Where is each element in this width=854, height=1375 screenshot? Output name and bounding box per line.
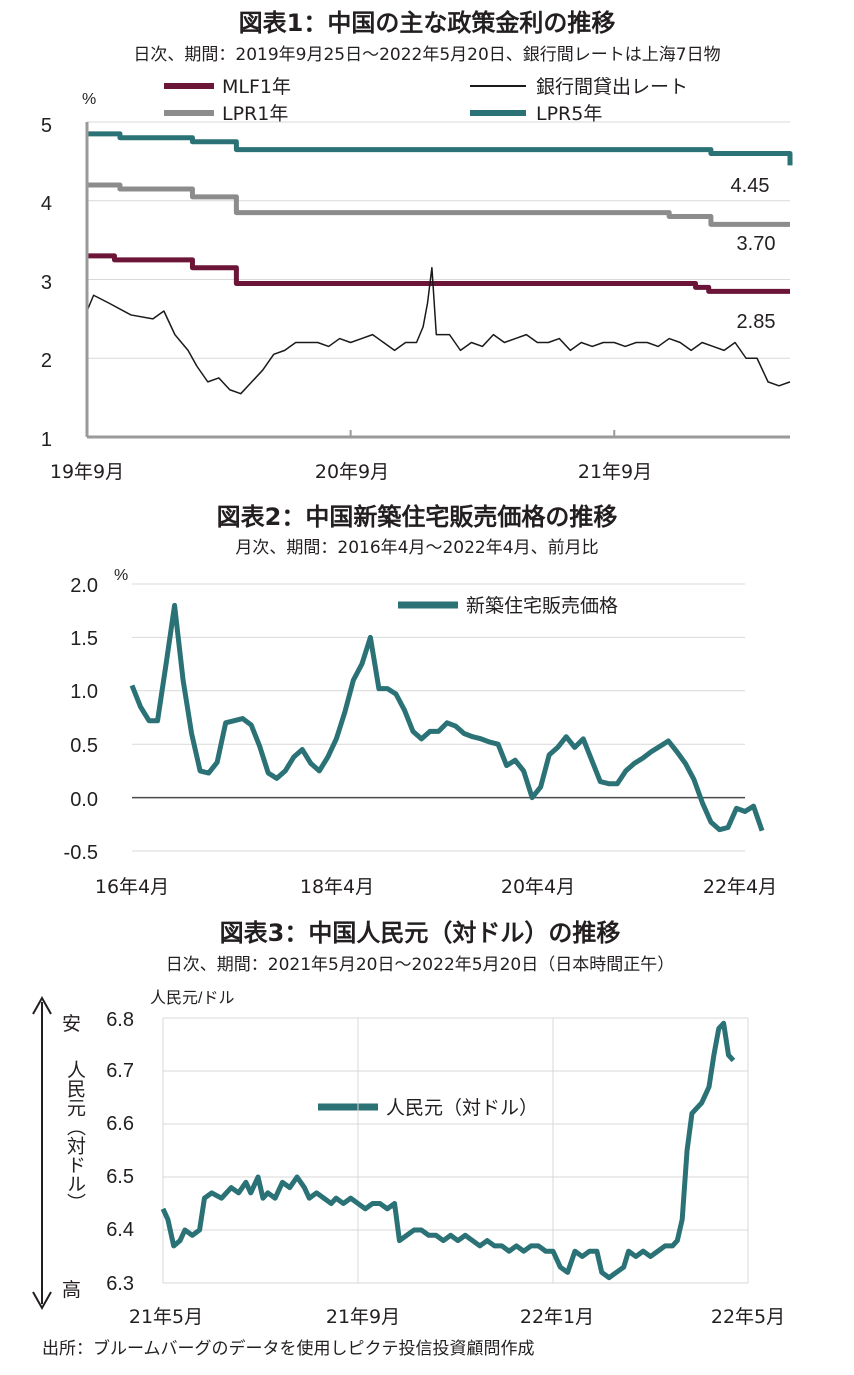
chart2-ytick: -0.5 — [64, 842, 98, 864]
chart3-y-unit: 人民元/ドル — [150, 989, 234, 1007]
chart1-legend-lpr1: LPR1年 — [222, 103, 288, 125]
chart1-title: 図表1：中国の主な政策金利の推移 — [239, 9, 616, 37]
chart1-ytick: 4 — [41, 193, 52, 215]
chart2-title: 図表2：中国新築住宅販売価格の推移 — [217, 503, 618, 531]
chart3-side-arrow-up — [32, 995, 52, 1015]
chart1-ytick: 2 — [41, 350, 52, 372]
chart2-xtick: 18年4月 — [300, 876, 374, 898]
chart1-line-lpr5 — [87, 131, 793, 166]
chart1-legend-interbank: 銀行間貸出レート — [536, 76, 688, 98]
chart3-ytick: 6.5 — [106, 1166, 134, 1188]
chart3-legend: 人民元（対ドル） — [386, 1097, 538, 1119]
chart3-side-top: 安 — [62, 1013, 81, 1035]
chart2-ytick: 1.5 — [70, 628, 98, 650]
source-note: 出所：ブルームバーグのデータを使用しピクテ投信投資顧問作成 — [42, 1338, 535, 1359]
chart1-line-interbank — [86, 266, 791, 395]
chart1-xtick: 21年9月 — [578, 461, 652, 483]
chart1-y-unit: % — [82, 91, 96, 108]
chart3-ytick: 6.8 — [106, 1009, 134, 1031]
chart3-xtick: 22年5月 — [711, 1306, 785, 1328]
chart2-line — [129, 602, 765, 833]
chart2-ytick: 1.0 — [70, 681, 98, 703]
chart1-xtick: 20年9月 — [315, 461, 389, 483]
chart3-title: 図表3：中国人民元（対ドル）の推移 — [220, 919, 621, 947]
chart1-annotation-mlf: 2.85 — [737, 311, 776, 333]
chart3-xtick: 21年5月 — [129, 1306, 203, 1328]
chart2-legend: 新築住宅販売価格 — [466, 595, 618, 617]
chart1-annotation-lpr5: 4.45 — [731, 175, 770, 197]
chart1-annotation-lpr1: 3.70 — [737, 233, 776, 255]
chart3-xtick: 21年9月 — [326, 1306, 400, 1328]
chart1-subtitle: 日次、期間：2019年9月25日～2022年5月20日、銀行間レートは上海7日物 — [133, 45, 720, 65]
chart1-ytick: 3 — [41, 272, 52, 294]
chart2-xtick: 22年4月 — [703, 876, 777, 898]
chart3-ytick: 6.3 — [106, 1273, 134, 1295]
chart2-ytick: 2.0 — [70, 575, 98, 597]
chart2-xtick: 16年4月 — [95, 876, 169, 898]
chart3-line — [160, 1020, 736, 1281]
chart3-side-arrow-down — [32, 1291, 52, 1311]
chart2-ytick: 0.0 — [70, 789, 98, 811]
chart1-xtick: 19年9月 — [50, 461, 124, 483]
chart2-ytick: 0.5 — [70, 735, 98, 757]
chart1-ytick: 5 — [41, 115, 52, 137]
chart1-line-lpr1 — [87, 182, 790, 227]
chart3-subtitle: 日次、期間：2021年5月20日～2022年5月20日（日本時間正午） — [166, 955, 674, 975]
chart1-line-mlf — [87, 253, 790, 294]
chart3-side-bottom: 高 — [62, 1279, 81, 1301]
chart2-subtitle: 月次、期間：2016年4月～2022年4月、前月比 — [235, 538, 598, 558]
chart3-ytick: 6.4 — [106, 1219, 134, 1241]
chart2-xtick: 20年4月 — [501, 876, 575, 898]
chart1-legend-mlf: MLF1年 — [222, 76, 291, 98]
chart3-xtick: 22年1月 — [520, 1306, 594, 1328]
chart1-ytick: 1 — [41, 429, 52, 451]
chart3-side-label: 人民元（対ドル） — [64, 1060, 86, 1212]
chart3-ytick: 6.6 — [106, 1113, 134, 1135]
chart2-y-unit: % — [114, 567, 128, 584]
chart3-ytick: 6.7 — [106, 1060, 134, 1082]
chart1-legend-lpr5: LPR5年 — [536, 103, 602, 125]
